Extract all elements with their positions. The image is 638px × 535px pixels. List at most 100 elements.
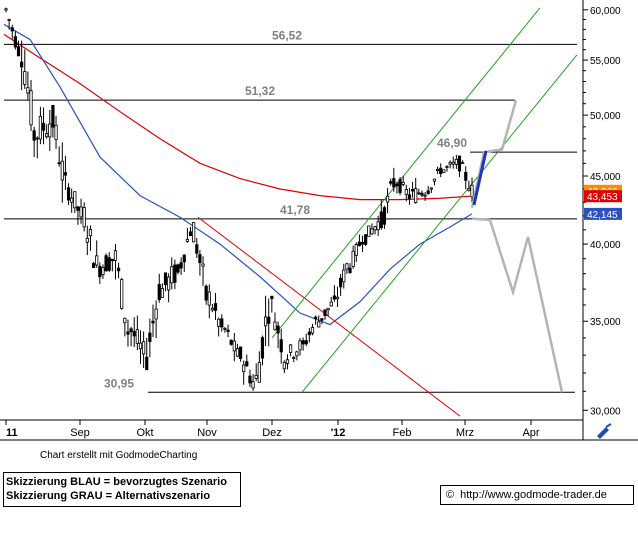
axes: 30,000 35,000 40,000 45,000 50,000 55,000 60,0… [0, 0, 638, 441]
candle-body [426, 190, 430, 194]
candle-body [295, 351, 299, 357]
candle-body [298, 340, 302, 351]
candle-body [435, 168, 440, 172]
candle-body [276, 325, 280, 334]
y-tick-label: 40,000 [590, 240, 621, 251]
candle-body [279, 339, 283, 353]
candle-body [126, 331, 130, 335]
candle-body [379, 211, 383, 229]
scenario-legend: Skizzierung BLAU = bevorzugtes Szenario … [3, 472, 241, 507]
candle-body [335, 296, 340, 300]
candle-body [41, 122, 46, 131]
candle-body [79, 206, 83, 218]
candle-body [45, 133, 49, 138]
candle-body [217, 318, 221, 327]
scenario-gray-down [471, 217, 564, 393]
candle-body [354, 244, 358, 256]
candle-body [229, 339, 233, 345]
candle-body [157, 283, 161, 301]
candle-body [304, 340, 308, 345]
candle-body [282, 361, 286, 370]
x-tick-label: Feb [393, 427, 412, 439]
candle-body [101, 267, 105, 276]
candle-body [132, 331, 136, 337]
pen-icon [597, 423, 612, 439]
candle-body [66, 187, 71, 201]
candle-body [54, 124, 58, 140]
candle-body [263, 316, 268, 327]
candle-body [16, 46, 21, 57]
candle-body [76, 206, 80, 211]
y-tick-label: 35,000 [590, 317, 621, 328]
candle-body [417, 192, 421, 195]
candle-body [170, 266, 174, 284]
candle-body [10, 27, 14, 32]
source-url-box[interactable]: © http://www.godmode-trader.de [440, 485, 634, 505]
price-tag-label: 42,145 [587, 210, 618, 221]
source-url[interactable]: http://www.godmode-trader.de [460, 489, 607, 501]
y-tick-label: 30,000 [590, 406, 621, 417]
candle-body [185, 238, 189, 242]
candle-body [110, 258, 114, 262]
candle-body [35, 137, 39, 140]
candle-body [389, 181, 393, 184]
candle-body [29, 90, 33, 126]
candle-body [73, 191, 77, 209]
x-tick-label: Okt [136, 427, 153, 439]
x-tick-label: Sep [70, 427, 90, 439]
candle-body [314, 316, 318, 319]
candle-body [60, 160, 64, 181]
candle-body [345, 263, 349, 270]
candle-body [407, 194, 412, 199]
candle-body [57, 162, 61, 165]
candle-body [410, 189, 415, 192]
candle-body [392, 178, 396, 188]
candle-body [420, 192, 424, 196]
candle-body [223, 327, 227, 330]
candle-body [385, 195, 390, 203]
candle-body [82, 207, 86, 228]
candle-body [116, 267, 121, 272]
candle-body [192, 222, 196, 243]
ma-short-line [3, 23, 473, 326]
level-label: 46,90 [437, 136, 467, 150]
candle-body [88, 229, 93, 237]
candle-body [457, 155, 462, 172]
candle-body [320, 318, 324, 321]
candle-body [454, 158, 458, 165]
candle-body [373, 226, 377, 231]
candle-body [135, 329, 139, 344]
candle-body [51, 104, 55, 128]
price-tag-box [584, 190, 622, 203]
scenario-gray-up [470, 99, 518, 208]
candle-body [260, 337, 265, 359]
x-tick-label: 11 [6, 427, 18, 439]
candle-body [367, 225, 371, 237]
candle-body [151, 320, 155, 324]
y-tick-label: 45,000 [590, 172, 621, 183]
candle-body [439, 167, 443, 174]
candle-body [179, 262, 183, 269]
copyright-symbol: © [446, 489, 455, 501]
candle-body [301, 340, 305, 345]
candle-body [182, 254, 186, 263]
candle-body [95, 255, 99, 266]
candle-body [414, 188, 418, 203]
candle-body [148, 332, 152, 342]
candle-body [398, 179, 402, 193]
candle-body [207, 291, 211, 306]
x-tick-label: Apr [522, 427, 539, 439]
candle-body [360, 242, 365, 245]
candle-body [370, 228, 374, 235]
candle-body [163, 272, 168, 286]
candle-body [423, 194, 427, 197]
candle-body [329, 301, 333, 307]
x-tick-label: Mrz [456, 427, 474, 439]
candle-body [38, 115, 43, 140]
candle-body [429, 187, 433, 190]
candle-body [267, 316, 271, 324]
candle-body [123, 317, 127, 324]
y-tick-label: 50,000 [590, 111, 621, 122]
chart-credit: Chart erstellt mit GodmodeCharting [40, 450, 198, 461]
candle-body [220, 318, 224, 328]
